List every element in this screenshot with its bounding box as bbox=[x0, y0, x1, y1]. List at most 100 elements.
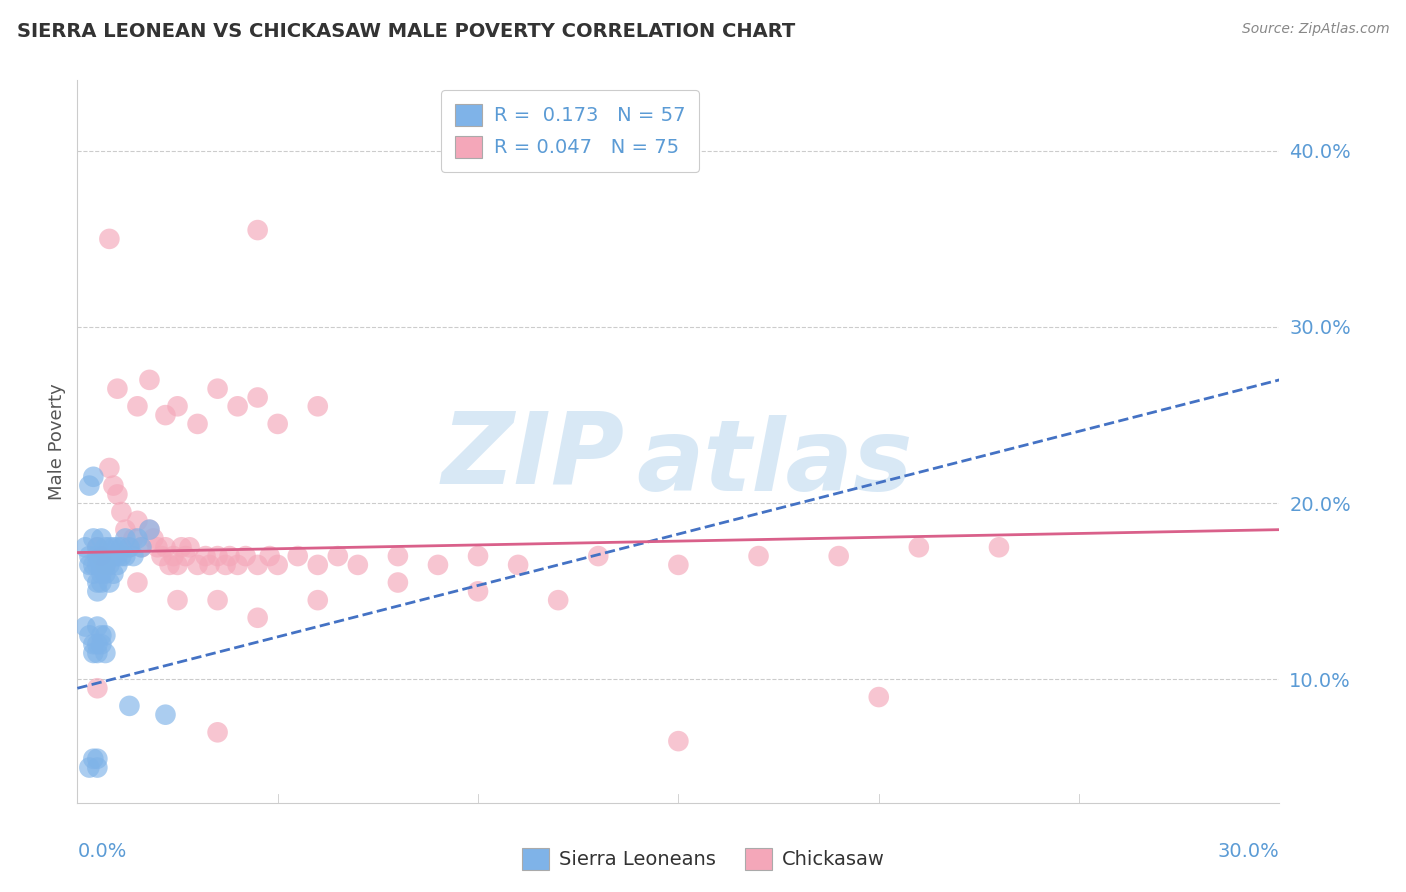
Point bbox=[103, 549, 125, 563]
Point bbox=[127, 514, 149, 528]
Point bbox=[98, 575, 121, 590]
Point bbox=[131, 541, 153, 555]
Point bbox=[307, 399, 329, 413]
Point bbox=[86, 637, 108, 651]
Point bbox=[387, 575, 409, 590]
Point bbox=[107, 382, 129, 396]
Point bbox=[98, 558, 121, 572]
Point bbox=[174, 549, 197, 563]
Point bbox=[467, 549, 489, 563]
Point bbox=[748, 549, 770, 563]
Point bbox=[170, 541, 193, 555]
Point bbox=[94, 628, 117, 642]
Text: Source: ZipAtlas.com: Source: ZipAtlas.com bbox=[1241, 22, 1389, 37]
Point bbox=[246, 611, 269, 625]
Legend: R =  0.173   N = 57, R = 0.047   N = 75: R = 0.173 N = 57, R = 0.047 N = 75 bbox=[441, 90, 699, 172]
Point bbox=[86, 541, 108, 555]
Point bbox=[908, 541, 931, 555]
Point bbox=[90, 532, 112, 546]
Point bbox=[86, 646, 108, 660]
Point bbox=[82, 752, 104, 766]
Point bbox=[90, 558, 112, 572]
Y-axis label: Male Poverty: Male Poverty bbox=[48, 384, 66, 500]
Point bbox=[110, 549, 132, 563]
Point bbox=[75, 619, 97, 633]
Point bbox=[103, 566, 125, 581]
Point bbox=[82, 558, 104, 572]
Point bbox=[79, 549, 101, 563]
Point bbox=[246, 223, 269, 237]
Point bbox=[86, 681, 108, 696]
Point bbox=[122, 549, 145, 563]
Point bbox=[235, 549, 257, 563]
Point bbox=[226, 399, 249, 413]
Point bbox=[142, 532, 165, 546]
Point bbox=[166, 399, 188, 413]
Point bbox=[127, 532, 149, 546]
Point bbox=[828, 549, 851, 563]
Point bbox=[347, 558, 370, 572]
Point bbox=[198, 558, 221, 572]
Point bbox=[508, 558, 530, 572]
Point bbox=[82, 637, 104, 651]
Point bbox=[387, 549, 409, 563]
Legend: Sierra Leoneans, Chickasaw: Sierra Leoneans, Chickasaw bbox=[513, 839, 893, 878]
Point bbox=[79, 558, 101, 572]
Point bbox=[588, 549, 610, 563]
Point bbox=[467, 584, 489, 599]
Text: atlas: atlas bbox=[637, 415, 912, 512]
Point bbox=[186, 417, 209, 431]
Point bbox=[90, 549, 112, 563]
Point bbox=[114, 523, 136, 537]
Point bbox=[207, 382, 229, 396]
Point bbox=[155, 408, 177, 422]
Point bbox=[194, 549, 217, 563]
Point bbox=[94, 558, 117, 572]
Point bbox=[90, 628, 112, 642]
Point bbox=[90, 575, 112, 590]
Point bbox=[307, 558, 329, 572]
Point bbox=[214, 558, 236, 572]
Point bbox=[127, 575, 149, 590]
Point bbox=[103, 541, 125, 555]
Point bbox=[138, 373, 160, 387]
Point bbox=[868, 690, 890, 704]
Point bbox=[166, 558, 188, 572]
Point bbox=[75, 541, 97, 555]
Point bbox=[246, 558, 269, 572]
Point bbox=[179, 541, 201, 555]
Point bbox=[110, 541, 132, 555]
Point bbox=[86, 541, 108, 555]
Point bbox=[150, 549, 173, 563]
Point bbox=[103, 478, 125, 492]
Point bbox=[90, 549, 112, 563]
Point bbox=[86, 752, 108, 766]
Point bbox=[547, 593, 569, 607]
Point bbox=[155, 541, 177, 555]
Point bbox=[988, 541, 1011, 555]
Text: 0.0%: 0.0% bbox=[77, 842, 127, 861]
Point bbox=[107, 549, 129, 563]
Point bbox=[86, 584, 108, 599]
Point bbox=[307, 593, 329, 607]
Point bbox=[98, 461, 121, 475]
Point bbox=[79, 478, 101, 492]
Point bbox=[98, 549, 121, 563]
Point bbox=[94, 558, 117, 572]
Point bbox=[138, 523, 160, 537]
Point bbox=[118, 541, 141, 555]
Point bbox=[86, 760, 108, 774]
Point bbox=[107, 558, 129, 572]
Point bbox=[259, 549, 281, 563]
Point bbox=[287, 549, 309, 563]
Point bbox=[267, 417, 290, 431]
Point bbox=[118, 698, 141, 713]
Point bbox=[82, 532, 104, 546]
Point bbox=[114, 532, 136, 546]
Point bbox=[267, 558, 290, 572]
Point bbox=[90, 637, 112, 651]
Point bbox=[86, 558, 108, 572]
Point bbox=[246, 391, 269, 405]
Point bbox=[86, 619, 108, 633]
Point bbox=[79, 760, 101, 774]
